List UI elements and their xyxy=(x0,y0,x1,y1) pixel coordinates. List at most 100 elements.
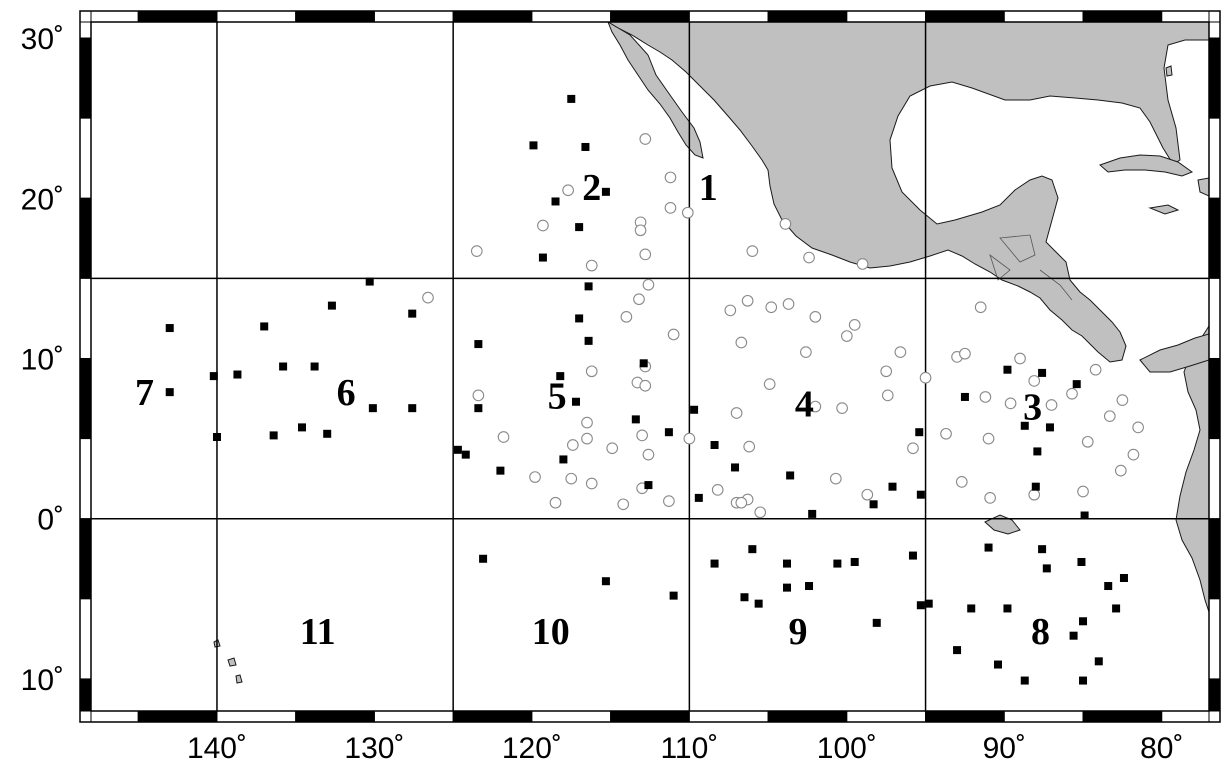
frame-band-right xyxy=(1208,598,1221,680)
open-circle-marker xyxy=(974,301,987,314)
frame-band-top xyxy=(1161,10,1210,23)
open-circle-marker xyxy=(663,495,675,507)
open-circle-marker xyxy=(982,432,995,445)
frame-band-left xyxy=(79,37,92,119)
baja-california xyxy=(607,22,704,159)
open-circle-marker xyxy=(639,379,652,392)
solid-square-marker xyxy=(571,397,580,406)
open-circle-marker xyxy=(1132,421,1144,434)
solid-square-marker xyxy=(474,404,483,413)
region-label-8: 8 xyxy=(1031,611,1050,653)
open-circle-marker xyxy=(581,416,593,429)
open-circle-marker xyxy=(809,310,822,323)
open-circle-marker xyxy=(940,427,952,440)
region-label-11: 11 xyxy=(300,611,336,653)
open-circle-marker xyxy=(1066,387,1078,400)
solid-square-marker xyxy=(165,388,174,397)
solid-square-marker xyxy=(575,223,584,232)
solid-square-marker xyxy=(1003,604,1012,613)
land-layer xyxy=(213,22,1209,684)
solid-square-marker xyxy=(584,336,593,345)
frame-band-left xyxy=(79,357,92,440)
solid-square-marker xyxy=(1033,447,1042,456)
frame-band-top xyxy=(767,10,848,23)
open-circle-marker xyxy=(664,202,677,214)
open-circle-marker xyxy=(470,245,483,257)
solid-square-marker xyxy=(916,601,925,610)
open-circle-marker xyxy=(829,472,842,485)
latitude-tick-label: 10˚ xyxy=(21,664,64,697)
open-circle-marker xyxy=(741,294,754,307)
frame-band-left xyxy=(79,117,92,199)
frame-band-right xyxy=(1208,21,1221,39)
open-circle-marker xyxy=(763,378,776,390)
galapagos xyxy=(984,514,1021,535)
solid-square-marker xyxy=(453,445,462,454)
frame-band-top xyxy=(216,10,297,23)
solid-square-marker xyxy=(461,450,470,459)
frame-band-top xyxy=(1003,10,1084,23)
solid-square-marker xyxy=(805,582,814,591)
caribbean-island xyxy=(1197,177,1209,197)
solid-square-marker xyxy=(269,431,278,440)
open-circle-marker xyxy=(840,330,853,342)
region-label-4: 4 xyxy=(795,383,814,425)
solid-square-marker xyxy=(710,441,719,450)
solid-square-marker xyxy=(556,372,565,381)
solid-square-marker xyxy=(967,604,976,613)
open-circle-marker xyxy=(683,432,696,445)
solid-square-marker xyxy=(631,415,640,424)
solid-square-marker xyxy=(1045,423,1054,432)
open-circle-marker xyxy=(585,259,598,272)
open-circle-marker xyxy=(1077,485,1089,498)
country-borders xyxy=(989,234,1073,301)
solid-square-marker xyxy=(233,370,242,379)
solid-square-marker xyxy=(916,490,925,499)
frame-band-bottom xyxy=(452,710,533,723)
solid-square-marker xyxy=(953,646,962,655)
solid-square-marker xyxy=(748,545,757,554)
solid-square-marker xyxy=(260,322,269,331)
longitude-tick-label: 100˚ xyxy=(817,732,877,765)
solid-square-marker xyxy=(323,429,332,438)
open-circle-marker xyxy=(681,206,694,219)
outer-border xyxy=(79,10,1221,723)
open-circle-marker xyxy=(537,219,549,232)
open-circle-marker xyxy=(1045,399,1058,411)
open-circle-marker xyxy=(800,346,812,358)
open-circle-marker xyxy=(1103,410,1116,423)
open-circle-marker xyxy=(581,432,593,445)
open-circle-marker xyxy=(881,389,894,402)
solid-square-marker xyxy=(408,404,417,413)
longitude-tick-label: 90˚ xyxy=(983,732,1026,765)
small-island-1 xyxy=(1165,65,1173,77)
frame-band-right xyxy=(1208,438,1221,520)
solid-square-marker xyxy=(408,309,417,318)
solid-square-marker xyxy=(601,577,610,586)
open-circle-marker xyxy=(754,506,767,519)
region-label-7: 7 xyxy=(135,372,154,414)
open-circle-marker xyxy=(639,248,652,261)
solid-square-marker xyxy=(212,433,221,442)
solid-square-marker xyxy=(1020,676,1029,685)
small-island-4 xyxy=(235,674,243,684)
frame-band-bottom xyxy=(295,710,375,723)
region-label-2: 2 xyxy=(582,167,601,209)
open-circle-marker xyxy=(809,400,822,413)
open-circle-marker xyxy=(549,496,562,509)
frame-band-bottom xyxy=(1082,710,1163,723)
open-circle-marker xyxy=(730,407,743,419)
solid-square-marker xyxy=(1119,574,1128,583)
solid-square-marker xyxy=(924,599,933,608)
open-circle-marker xyxy=(585,477,598,490)
open-circle-marker xyxy=(782,298,795,310)
frame-band-top xyxy=(90,10,139,23)
latitude-tick-label: 0˚ xyxy=(37,504,64,537)
open-circle-marker xyxy=(894,346,907,358)
solid-square-marker xyxy=(279,362,288,371)
longitude-tick-label: 130˚ xyxy=(344,732,404,765)
frame-band-bottom xyxy=(216,710,297,723)
open-circle-marker xyxy=(1081,435,1094,448)
solid-square-marker xyxy=(327,301,336,310)
